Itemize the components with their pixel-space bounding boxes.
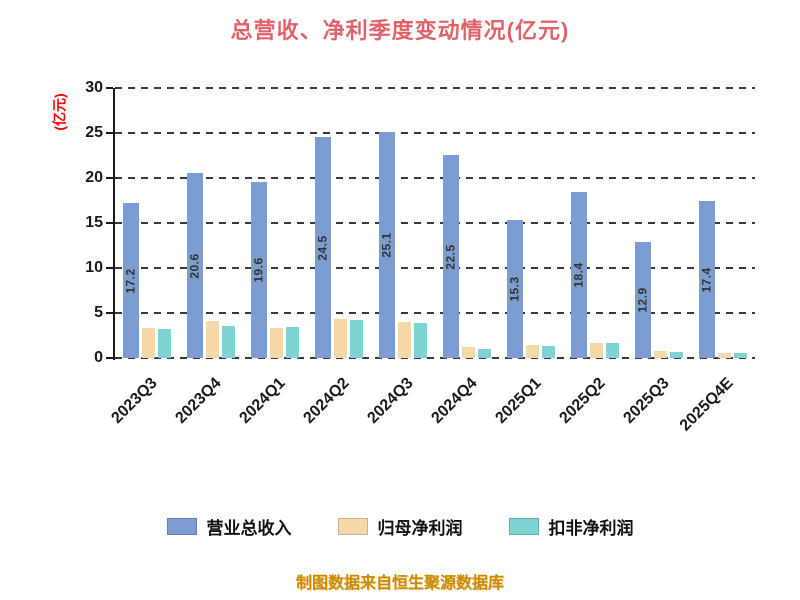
legend-label: 扣非净利润 [548, 519, 634, 538]
gridline [115, 177, 755, 179]
plot-area: 0 5 10 15 20 25 30 17.2 2023Q3 20.6 2023Q4 19.6 2024… [85, 79, 755, 434]
legend-swatch [508, 518, 539, 535]
bar-series-0: 22.5 [443, 155, 459, 358]
legend-item-2: 扣非净利润 [508, 514, 634, 539]
y-tick-mark [106, 222, 113, 224]
y-tick-mark [106, 312, 113, 314]
legend-item-1: 归母净利润 [337, 514, 463, 539]
bar-series-2 [414, 323, 427, 358]
footer-note: 制图数据来自恒生聚源数据库 [295, 575, 504, 592]
bar-value-label: 15.3 [508, 276, 523, 302]
bar-series-2 [158, 329, 171, 358]
bar-series-1 [654, 351, 667, 358]
bar-series-1 [270, 328, 283, 358]
y-tick-label: 20 [85, 169, 103, 186]
gridline [115, 267, 755, 269]
gridline [115, 222, 755, 224]
bar-series-1 [590, 343, 603, 358]
bar-value-label: 17.4 [700, 266, 715, 293]
bar-value-label: 25.1 [380, 232, 395, 258]
bar-series-1 [718, 353, 731, 358]
bar-series-1 [142, 328, 155, 358]
bar-series-2 [670, 352, 683, 358]
bar-series-2 [222, 326, 235, 358]
y-axis-line [113, 88, 115, 360]
bar-series-0: 24.5 [315, 137, 331, 358]
bar-value-label: 22.5 [444, 243, 459, 270]
chart-title: 总营收、净利季度变动情况(亿元) [230, 18, 570, 43]
bar-series-2 [350, 320, 363, 358]
bar-value-label: 18.4 [572, 262, 587, 288]
bar-series-0: 15.3 [507, 220, 523, 358]
y-tick-label: 30 [85, 79, 103, 96]
gridline [115, 312, 755, 314]
bar-value-label: 20.6 [188, 252, 203, 279]
bar-value-label: 19.6 [252, 257, 267, 283]
bar-series-0: 20.6 [187, 173, 203, 358]
bar-series-2 [478, 349, 491, 358]
bar-series-0: 18.4 [571, 192, 587, 358]
bar-series-0: 17.2 [123, 203, 139, 358]
bar-value-label: 17.2 [124, 267, 139, 294]
bar-series-1 [206, 321, 219, 358]
legend: 营业总收入 归母净利润 扣非净利润 [0, 514, 800, 539]
gridline [115, 87, 755, 89]
y-tick-mark [106, 267, 113, 269]
bar-value-label: 24.5 [316, 234, 331, 261]
bar-series-1 [398, 322, 411, 358]
y-tick-mark [106, 357, 113, 359]
y-tick-label: 10 [85, 259, 103, 276]
gridline [115, 357, 755, 359]
bar-series-2 [286, 327, 299, 358]
bar-series-2 [734, 353, 747, 358]
y-tick-mark [106, 132, 113, 134]
legend-label: 营业总收入 [206, 519, 292, 538]
bar-series-0: 19.6 [251, 182, 267, 358]
bar-series-1 [334, 319, 347, 358]
bar-series-0: 25.1 [379, 132, 395, 358]
legend-swatch [166, 518, 197, 535]
bar-series-2 [606, 343, 619, 358]
y-tick-mark [106, 87, 113, 89]
bar-series-1 [526, 345, 539, 358]
bar-series-0: 12.9 [635, 242, 651, 358]
legend-item-0: 营业总收入 [166, 514, 292, 539]
y-tick-label: 25 [85, 124, 103, 141]
y-tick-label: 15 [85, 214, 103, 231]
bar-series-0: 17.4 [699, 201, 715, 358]
bar-value-label: 12.9 [636, 287, 651, 313]
y-tick-label: 0 [94, 349, 103, 366]
bar-series-2 [542, 346, 555, 358]
y-tick-label: 5 [94, 304, 103, 321]
y-tick-mark [106, 177, 113, 179]
legend-swatch [337, 518, 368, 535]
legend-label: 归母净利润 [377, 519, 463, 538]
gridline [115, 132, 755, 134]
bar-series-1 [462, 347, 475, 358]
